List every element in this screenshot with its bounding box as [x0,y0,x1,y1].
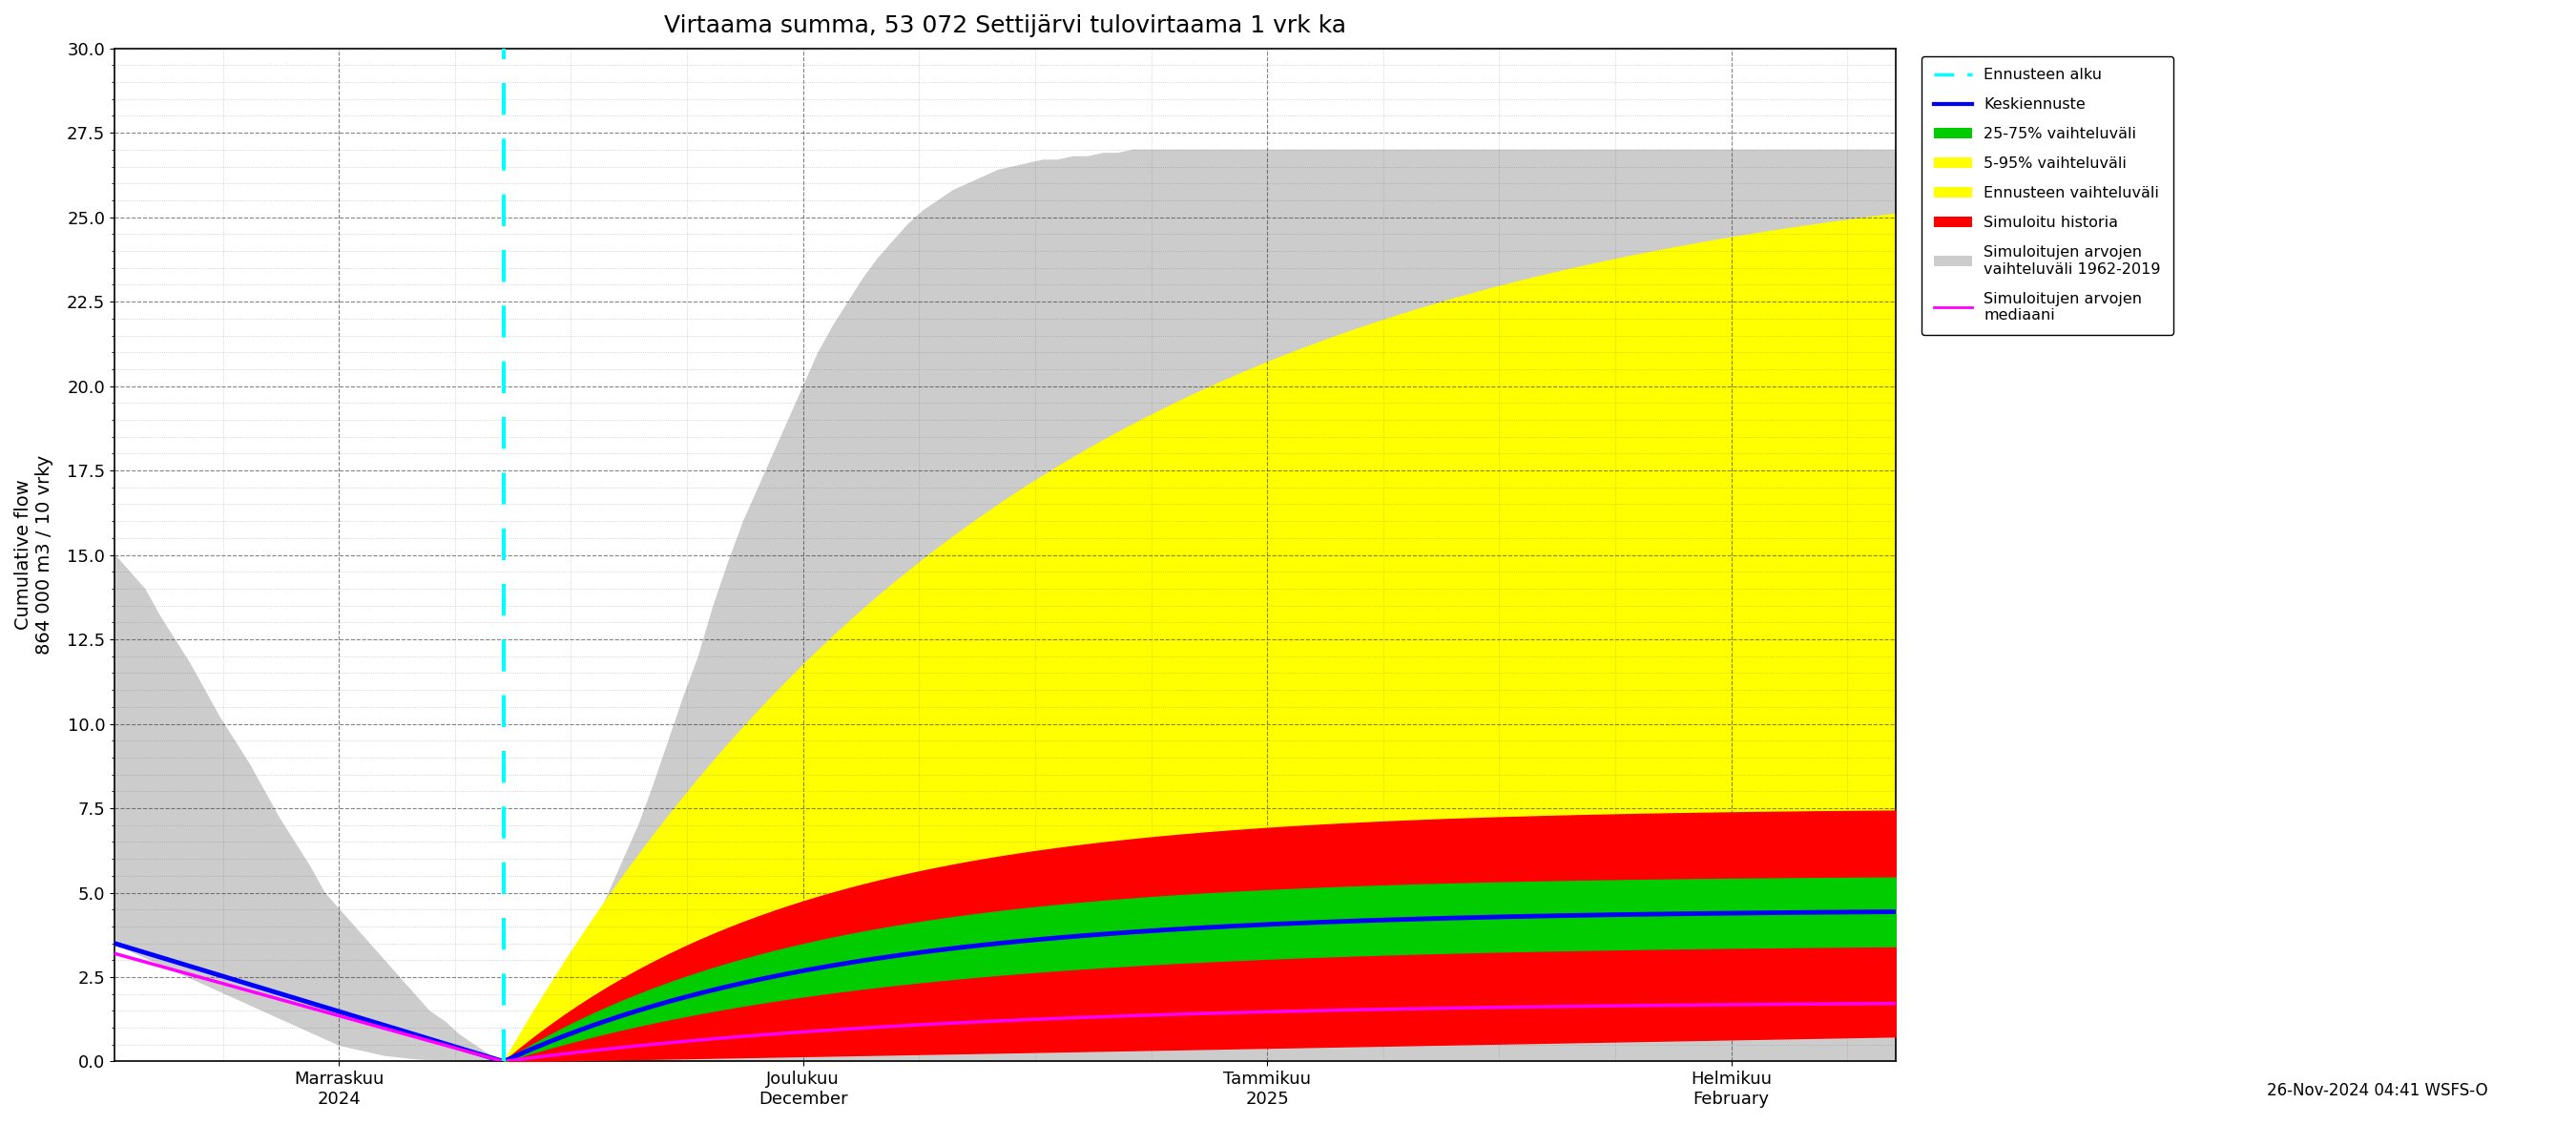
Y-axis label: Cumulative flow
864 000 m3 / 10 vrky: Cumulative flow 864 000 m3 / 10 vrky [15,455,54,655]
Text: 26-Nov-2024 04:41 WSFS-O: 26-Nov-2024 04:41 WSFS-O [2267,1082,2488,1099]
Legend: Ennusteen alku, Keskiennuste, 25-75% vaihteluväli, 5-95% vaihteluväli, Ennusteen: Ennusteen alku, Keskiennuste, 25-75% vai… [1922,56,2174,334]
Title: Virtaama summa, 53 072 Settijärvi tulovirtaama 1 vrk ka: Virtaama summa, 53 072 Settijärvi tulovi… [665,14,1347,37]
